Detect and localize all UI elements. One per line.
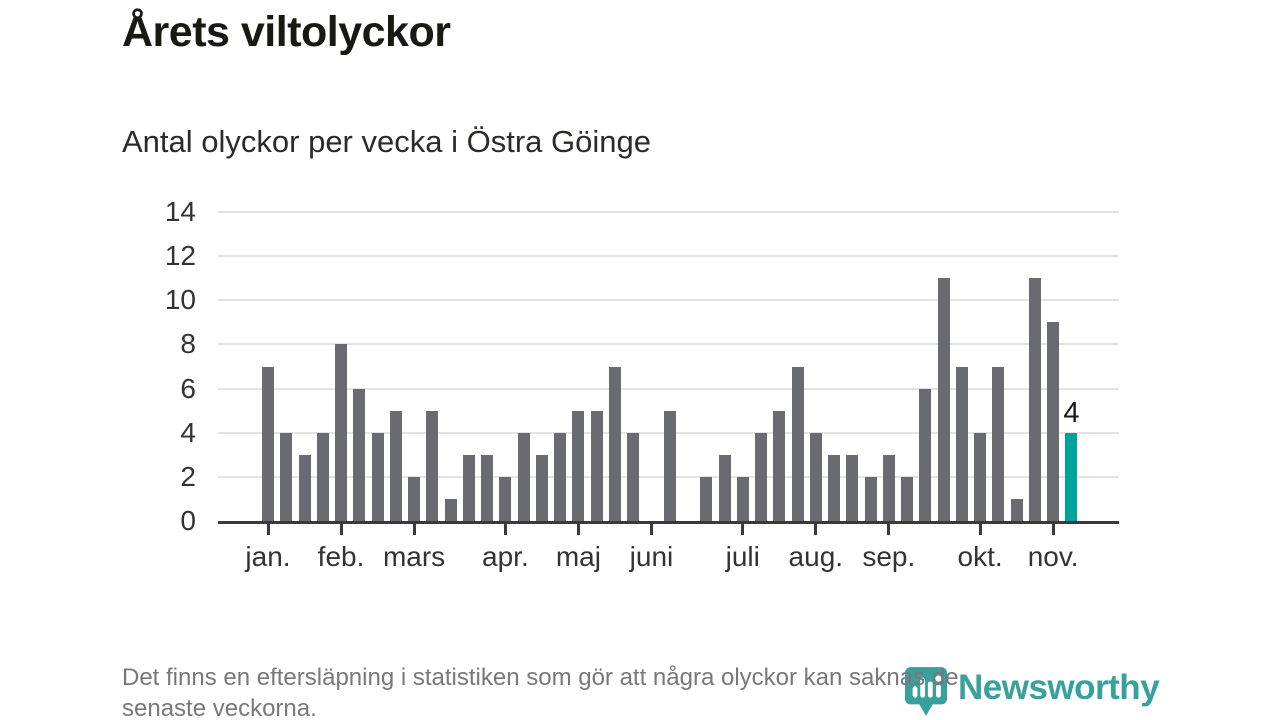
bar-week <box>882 454 895 521</box>
x-axis-tick-juni <box>649 524 653 535</box>
y-axis-label-0: 0 <box>180 505 196 536</box>
bar-week <box>846 454 859 521</box>
bar-week <box>316 432 329 521</box>
bar-week <box>974 432 987 521</box>
bar-week <box>408 476 421 521</box>
bar-week <box>280 432 293 521</box>
y-axis-label-2: 2 <box>180 460 196 492</box>
bar-week <box>773 410 786 521</box>
bar-week <box>572 410 585 521</box>
x-axis-tick-juli <box>741 524 745 535</box>
bar-week <box>1028 278 1041 521</box>
x-axis-label-feb: feb. <box>317 541 365 572</box>
bar-week <box>554 432 567 521</box>
bar-week <box>864 476 877 521</box>
x-axis-tick-apr <box>503 524 507 535</box>
bar-week <box>335 344 348 521</box>
x-axis-tick-nov <box>1051 524 1055 535</box>
bar-week <box>426 410 439 521</box>
bar-week <box>736 476 749 521</box>
bar-week <box>590 410 603 521</box>
gridline-y-10 <box>218 299 1119 302</box>
bar-week <box>608 366 621 521</box>
bar-week <box>444 498 457 521</box>
x-axis-label-maj: maj <box>555 541 601 572</box>
x-axis-label-juli: juli <box>725 541 760 572</box>
gridline-y-6 <box>218 387 1119 390</box>
bar-week <box>481 454 494 521</box>
x-axis-label-mars: mars <box>382 541 446 572</box>
bar-week <box>791 366 804 521</box>
chart-subtitle: Antal olyckor per vecka i Östra Göinge <box>122 124 651 159</box>
gridline-y-14 <box>218 211 1119 213</box>
newsworthy-wordmark: Newsworthy <box>958 668 1160 707</box>
bar-week <box>755 432 768 521</box>
x-axis-tick-aug <box>814 524 818 535</box>
footnote: Det finns en eftersläpning i statistiken… <box>122 662 958 720</box>
bar-week <box>1010 498 1023 521</box>
newsworthy-pin-barchart-icon <box>904 667 948 716</box>
x-axis-label-aug: aug. <box>788 541 844 572</box>
x-axis-tick-feb <box>339 524 343 535</box>
x-axis-label-apr: apr. <box>482 541 529 572</box>
bar-week <box>663 410 676 521</box>
bar-week <box>1047 322 1060 521</box>
bar-week <box>937 278 950 521</box>
bar-week <box>389 410 402 521</box>
bar-week <box>992 366 1005 521</box>
bar-week <box>901 476 914 521</box>
newsworthy-logo: Newsworthy <box>904 666 1160 718</box>
x-axis-tick-okt <box>978 524 982 535</box>
y-axis-label-10: 10 <box>164 284 196 316</box>
bar-week <box>262 366 274 521</box>
y-axis-label-12: 12 <box>164 240 196 272</box>
x-axis-tick-mars <box>412 524 416 535</box>
y-axis-label-14: 14 <box>164 196 196 227</box>
bar-week <box>955 366 968 521</box>
y-axis-label-6: 6 <box>180 372 196 404</box>
x-axis-tick-sep <box>887 524 891 535</box>
bar-week <box>627 432 640 521</box>
bar-week <box>353 388 366 521</box>
bar-week <box>828 454 841 521</box>
x-axis-label-jan: jan. <box>245 541 291 572</box>
bar-week <box>517 432 530 521</box>
x-axis-label-sep: sep. <box>862 541 916 572</box>
x-axis-label-okt: okt. <box>957 541 1003 572</box>
bar-week <box>919 388 932 521</box>
highlight-value-label: 4 <box>1063 396 1080 429</box>
footnote-line-1: Det finns en eftersläpning i statistiken… <box>122 664 959 691</box>
y-axis-label-4: 4 <box>180 416 196 448</box>
bar-week <box>718 454 731 521</box>
page-title: Årets viltolyckor <box>122 8 451 56</box>
x-axis-tick-jan <box>266 524 270 535</box>
bar-week <box>535 454 548 521</box>
gridline-y-12 <box>218 255 1119 258</box>
x-axis-line <box>218 521 1119 524</box>
bar-week <box>298 454 311 521</box>
x-axis-label-nov: nov. <box>1027 541 1079 572</box>
gridline-y-8 <box>218 343 1119 346</box>
bar-week <box>809 432 822 521</box>
footnote-line-2: senaste veckorna. <box>122 695 317 720</box>
x-axis-label-juni: juni <box>629 541 674 572</box>
bar-week <box>700 476 713 521</box>
bar-week <box>499 476 512 521</box>
y-axis-label-8: 8 <box>180 328 196 360</box>
bar-week <box>371 432 384 521</box>
x-axis-tick-maj <box>576 524 580 535</box>
bar-week-highlight <box>1065 432 1078 521</box>
bar-week <box>462 454 475 521</box>
